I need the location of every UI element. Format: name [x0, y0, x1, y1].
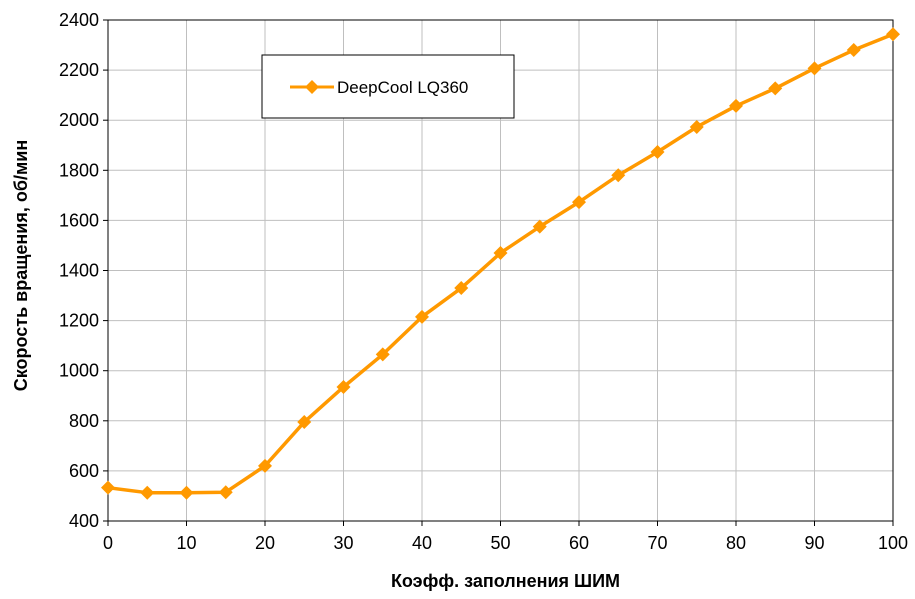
x-axis-title: Коэфф. заполнения ШИМ: [391, 571, 620, 591]
y-tick-label: 800: [69, 411, 99, 431]
x-tick-label: 80: [726, 533, 746, 553]
x-tick-label: 100: [878, 533, 908, 553]
series-layer: [101, 27, 900, 500]
y-tick-label: 1600: [59, 210, 99, 230]
x-tick-label: 90: [804, 533, 824, 553]
data-point-marker: [846, 43, 861, 58]
x-tick-label: 10: [176, 533, 196, 553]
x-tick-label: 0: [103, 533, 113, 553]
legend-marker-swatch: [305, 80, 319, 94]
y-tick-label: 1800: [59, 160, 99, 180]
legend-label: DeepCool LQ360: [337, 78, 468, 97]
data-point-marker: [101, 480, 115, 495]
data-point-marker: [729, 98, 743, 113]
x-tick-label: 60: [569, 533, 589, 553]
y-tick-label: 400: [69, 511, 99, 531]
data-point-marker: [415, 309, 429, 324]
data-point-marker: [258, 458, 272, 473]
y-tick-label: 1400: [59, 261, 99, 281]
y-tick-label: 2000: [59, 110, 99, 130]
data-point-marker: [218, 485, 233, 500]
data-point-marker: [336, 379, 351, 394]
y-tick-label: 2200: [59, 60, 99, 80]
data-point-marker: [768, 81, 783, 96]
data-point-marker: [493, 245, 508, 260]
axis-ticks: 0 10 20 30 40 50 60 70 80 90 100 400 600 800 1000 1200 1…: [59, 10, 908, 553]
data-point-marker: [689, 119, 704, 134]
data-point-marker: [297, 415, 312, 430]
data-point-marker: [140, 485, 155, 500]
y-axis-title: Скорость вращения, об/мин: [11, 140, 31, 392]
data-point-marker: [532, 219, 547, 234]
data-point-marker: [179, 485, 194, 500]
data-point-marker: [611, 168, 626, 183]
data-point-marker: [572, 195, 586, 210]
y-tick-label: 600: [69, 461, 99, 481]
data-point-marker: [375, 347, 390, 362]
data-point-marker: [886, 27, 900, 42]
data-point-marker: [650, 145, 665, 160]
y-tick-label: 2400: [59, 10, 99, 30]
data-point-marker: [454, 281, 469, 296]
data-point-marker: [807, 61, 822, 76]
x-tick-label: 50: [490, 533, 510, 553]
x-tick-label: 70: [647, 533, 667, 553]
x-tick-label: 30: [333, 533, 353, 553]
x-tick-label: 20: [255, 533, 275, 553]
x-tick-label: 40: [412, 533, 432, 553]
y-tick-label: 1000: [59, 361, 99, 381]
y-tick-label: 1200: [59, 311, 99, 331]
legend: DeepCool LQ360: [261, 54, 515, 119]
